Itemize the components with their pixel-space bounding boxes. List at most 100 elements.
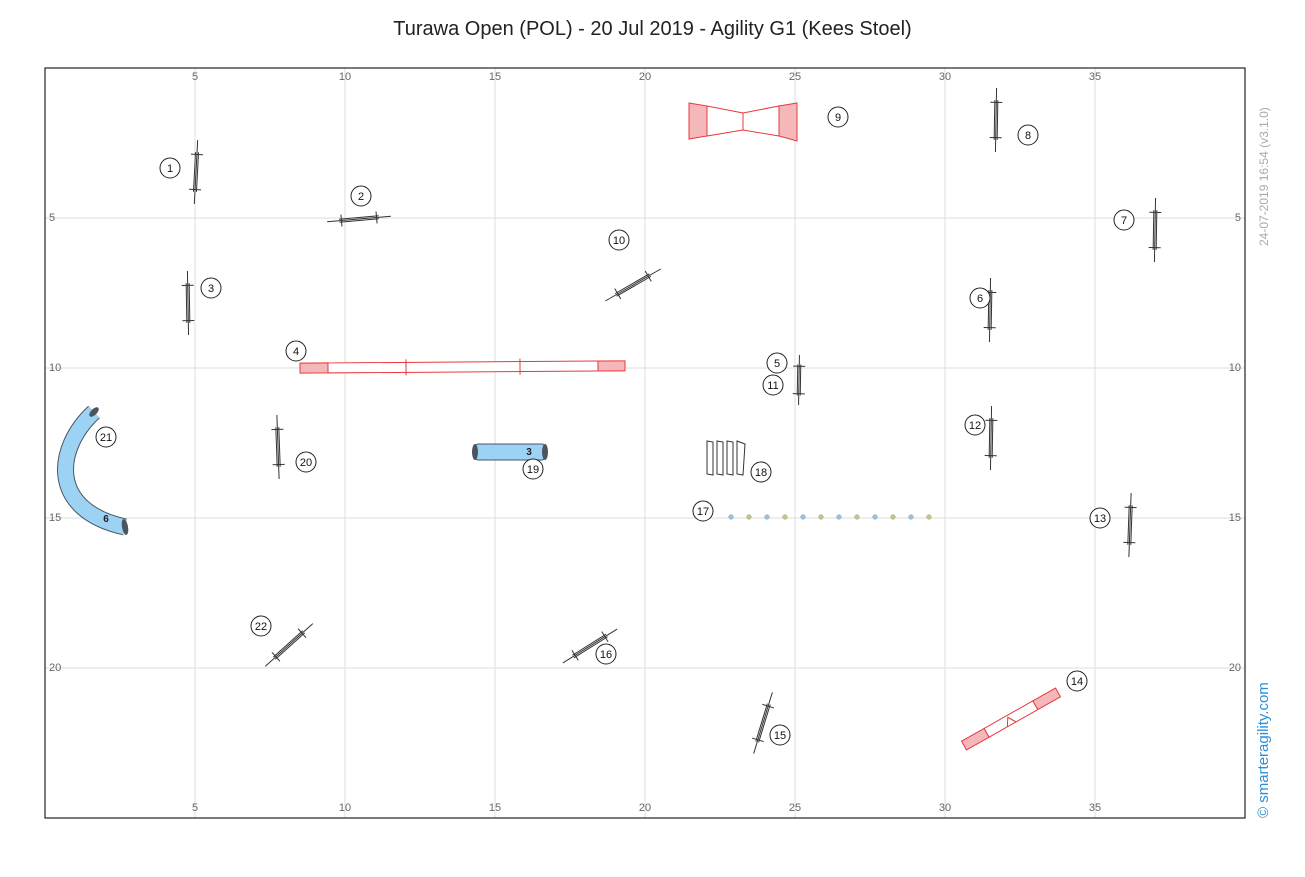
x-tick-label: 5 [192, 802, 198, 814]
x-tick-label: 10 [339, 71, 351, 83]
number-marker-label: 6 [977, 293, 983, 305]
x-ticks-top: 5 10 15 20 25 30 35 [192, 71, 1101, 83]
page-title: Turawa Open (POL) - 20 Jul 2019 - Agilit… [393, 18, 912, 40]
weave-pole [854, 514, 860, 520]
tunnel-end [89, 407, 99, 417]
jump-pole [1128, 493, 1132, 557]
weave-pole [746, 514, 752, 520]
number-marker-circle [1113, 209, 1135, 231]
number-marker-circle [964, 414, 986, 436]
number-marker-circle [595, 643, 617, 665]
jump-pole [562, 628, 618, 664]
weave-pole [818, 514, 824, 520]
number-marker-label: 8 [1025, 130, 1031, 142]
tunnel-curved-fill [58, 406, 127, 535]
x-tick-label: 30 [939, 802, 951, 814]
number-marker-5: 5 [766, 352, 788, 374]
jump-bar [188, 283, 191, 323]
jump-bar [996, 100, 999, 140]
jump-bar [1127, 505, 1130, 545]
jump-wing [751, 737, 764, 743]
number-marker-circle [285, 340, 307, 362]
jump-pole [1153, 197, 1157, 263]
number-marker-circle [769, 724, 791, 746]
number-marker-6: 6 [969, 287, 991, 309]
y-ticks-left: 5 10 15 20 [49, 212, 61, 674]
number-marker-10: 10 [608, 229, 630, 251]
long-jump-board [706, 440, 714, 476]
jump-pole [753, 692, 773, 754]
jump-bar [758, 704, 771, 743]
weave-pole [890, 514, 896, 520]
jump-bar [272, 630, 304, 658]
credit: © smarteragility.com [1255, 682, 1272, 818]
jump-bar [755, 703, 768, 742]
jump-bar [1152, 210, 1155, 250]
jump-bar [993, 100, 996, 140]
seesaw-contact-left [960, 727, 990, 751]
tunnel-straight: 3 [472, 443, 548, 461]
x-tick-label: 15 [489, 71, 501, 83]
jump-6 [983, 277, 997, 343]
number-marker-label: 15 [774, 730, 786, 742]
dogwalk-contact-left [299, 362, 329, 374]
jump-16 [562, 628, 618, 664]
jump-bar [796, 364, 799, 396]
number-marker-13: 13 [1089, 507, 1111, 529]
number-marker-label: 2 [358, 191, 364, 203]
weave-pole [926, 514, 932, 520]
y-tick-label: 20 [49, 662, 61, 674]
number-marker-22: 22 [250, 615, 272, 637]
long-jump-board [736, 440, 746, 476]
y-tick-label: 10 [1229, 362, 1241, 374]
y-tick-label: 20 [1229, 662, 1241, 674]
jump-pole [605, 268, 661, 302]
number-marker-15: 15 [769, 724, 791, 746]
jump-bar [339, 218, 379, 223]
timestamp-text: 24-07-2019 16:54 (v3.1.0) [1257, 107, 1271, 246]
weave-poles [728, 514, 932, 520]
jump-bar [572, 633, 607, 656]
jump-pole [276, 415, 280, 479]
weave-pole [782, 514, 788, 520]
number-marker-17: 17 [692, 500, 714, 522]
y-tick-label: 15 [1229, 512, 1241, 524]
tunnel-end [472, 444, 478, 460]
jump-bar [1130, 505, 1133, 545]
credit-text: © smarteragility.com [1255, 682, 1272, 818]
number-marker-label: 4 [293, 346, 299, 358]
jump-pole [327, 215, 391, 223]
x-tick-label: 10 [339, 802, 351, 814]
jump-wing [375, 211, 378, 224]
jump-13 [1123, 493, 1137, 557]
jump-wing [297, 628, 307, 639]
number-marker-circle [95, 426, 117, 448]
jumps [181, 87, 1162, 754]
a-frame [688, 102, 798, 142]
x-ticks-bottom: 5 10 15 20 25 30 35 [192, 802, 1101, 814]
jump-pole [989, 405, 993, 471]
jump-wing [601, 631, 609, 643]
weave-pole [800, 514, 806, 520]
number-marker-1: 1 [159, 157, 181, 179]
jump-wing [189, 188, 202, 191]
long-jump-board [716, 440, 724, 476]
number-marker-label: 3 [208, 283, 214, 295]
number-marker-circle [969, 287, 991, 309]
jump-bar [275, 427, 278, 467]
number-marker-circle [1066, 670, 1088, 692]
seesaw-contact-right [1032, 687, 1062, 711]
number-marker-8: 8 [1017, 124, 1039, 146]
number-marker-16: 16 [595, 643, 617, 665]
jump-bar [614, 273, 650, 295]
jump-pole [798, 354, 800, 406]
tunnel-curved: 6 [57, 405, 129, 536]
weave-pole [764, 514, 770, 520]
jump-wing [762, 703, 775, 709]
number-marker-circle [750, 461, 772, 483]
jump-wing [614, 288, 622, 300]
jump-bar [988, 418, 991, 458]
jump-pole [264, 623, 314, 667]
timestamp: 24-07-2019 16:54 (v3.1.0) [1257, 107, 1271, 246]
